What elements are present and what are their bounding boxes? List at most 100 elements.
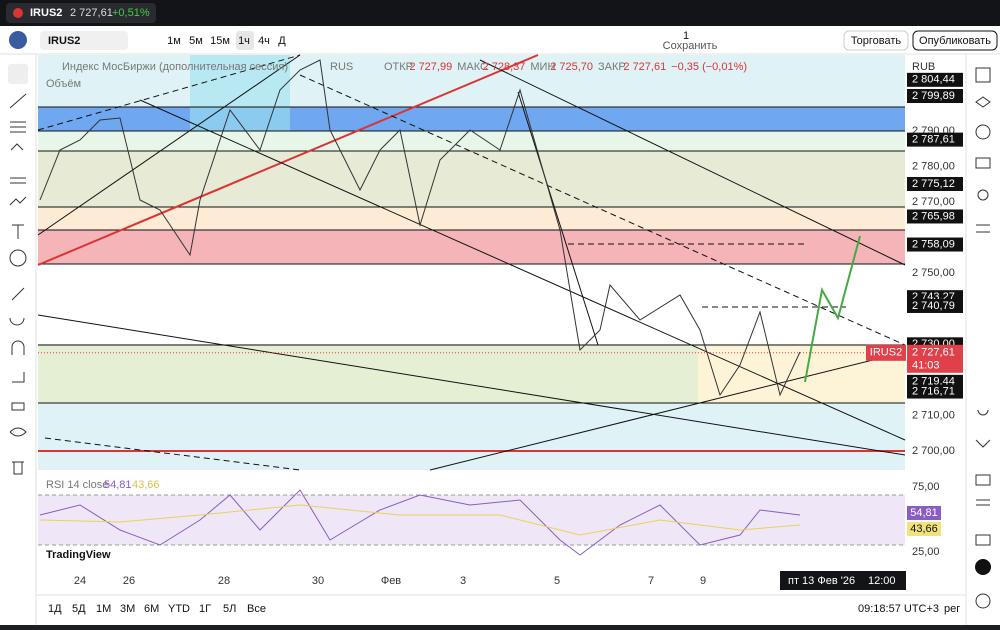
rsi-value: 54,81 — [104, 479, 132, 491]
trade-label: Торговать — [851, 35, 902, 47]
rsi-ma-value: 43,66 — [132, 479, 160, 491]
level-tag — [907, 237, 963, 252]
rsi-axis-label: 25,00 — [912, 546, 940, 558]
legend-name: Индекс МосБиржи (дополнительная сессия) — [62, 61, 288, 73]
session: рег — [944, 603, 960, 615]
rsi-ma-tag-label: 43,66 — [910, 523, 938, 535]
level-tag — [907, 132, 963, 147]
watermark: TradingView — [46, 549, 111, 561]
ohlc-value: −0,35 (−0,01%) — [671, 61, 747, 73]
tab[interactable] — [6, 3, 156, 23]
trade-button[interactable] — [843, 30, 909, 51]
ohlc-value: 2 727,99 — [409, 61, 452, 73]
price-axis — [906, 55, 965, 470]
publish-label: Опубликовать — [919, 35, 991, 47]
time-label: 5 — [554, 575, 560, 587]
time-label: 9 — [700, 575, 706, 587]
trend-lines — [37, 54, 906, 471]
symbol: IRUS2 — [48, 35, 80, 47]
time-label: 24 — [74, 575, 86, 587]
symbol-tag — [866, 344, 906, 361]
ohlc-value: 2 725,70 — [550, 61, 593, 73]
interval[interactable]: 5м — [189, 35, 203, 47]
range-button[interactable]: 5Д — [72, 603, 86, 615]
tab-price: 2 727,61 — [70, 7, 113, 19]
rsi-curve — [39, 489, 801, 556]
avatar[interactable] — [9, 31, 27, 49]
level-label: 2 775,12 — [912, 178, 955, 190]
interval[interactable]: 1ч — [238, 35, 250, 47]
rsi-band — [38, 495, 905, 545]
tab-change: +0,51% — [112, 7, 150, 19]
crosshair-label — [780, 571, 906, 590]
publish-button[interactable] — [912, 30, 998, 51]
interval[interactable]: 4ч — [258, 35, 270, 47]
chart-background — [38, 55, 905, 470]
interval[interactable]: 1м — [167, 35, 181, 47]
level-label: 2 787,61 — [912, 134, 955, 146]
ohlc-label: МИН — [530, 61, 555, 73]
time-label: 3 — [460, 575, 466, 587]
symbol-box[interactable] — [40, 31, 128, 50]
range-button[interactable]: YTD — [168, 603, 190, 615]
level-tag — [907, 209, 963, 224]
level-tag — [907, 177, 963, 192]
range-button[interactable]: 1Г — [199, 603, 211, 615]
crosshair-time: 12:00 — [868, 575, 896, 587]
range-button[interactable]: 3М — [120, 603, 135, 615]
save-count: 1 — [683, 30, 689, 42]
time-label: 7 — [648, 575, 654, 587]
interval[interactable]: 15м — [210, 35, 230, 47]
symbol-tag-label: IRUS2 — [870, 347, 902, 359]
rsi-tag — [907, 506, 941, 520]
rsi-label: RSI 14 close — [46, 479, 108, 491]
flag — [13, 8, 23, 18]
level-tag — [907, 72, 963, 87]
range-button[interactable]: 6М — [144, 603, 159, 615]
tab-bar — [0, 0, 1000, 26]
range-button[interactable]: 1Д — [48, 603, 62, 615]
level-label: 2 740,79 — [912, 300, 955, 312]
tab-title: IRUS2 — [30, 7, 62, 19]
price-label: 2 700,00 — [912, 445, 955, 457]
time-label: 28 — [218, 575, 230, 587]
price-label: 2 780,00 — [912, 161, 955, 173]
current-price: 2 727,61 — [912, 347, 955, 359]
range-button[interactable]: 5Л — [223, 603, 236, 615]
interval-active — [236, 31, 254, 50]
countdown: 41:03 — [912, 360, 940, 372]
level-tag — [907, 384, 963, 399]
range-button[interactable]: Все — [247, 603, 266, 615]
level-label: 2 716,71 — [912, 385, 955, 397]
rsi-axis-label: 75,00 — [912, 481, 940, 493]
ohlc-label: ОТКР — [384, 61, 413, 73]
price-label: 2 710,00 — [912, 409, 955, 421]
crosshair-date: пт 13 Фев '26 — [788, 575, 855, 587]
level-label: 2 758,09 — [912, 238, 955, 250]
save-label[interactable]: Сохранить — [663, 40, 718, 52]
legend-volume: Объём — [46, 78, 81, 90]
price-label: 2 770,00 — [912, 196, 955, 208]
ohlc-value: 2 728,37 — [483, 61, 526, 73]
rsi-ma — [39, 504, 801, 536]
level-tag — [907, 298, 963, 313]
time-label: Фев — [381, 575, 401, 587]
price-path — [39, 59, 801, 397]
ohlc-label: МАКС — [457, 61, 488, 73]
left-tools — [8, 64, 28, 475]
rsi-tag-label: 54,81 — [910, 507, 938, 519]
price-label: 2 750,00 — [912, 267, 955, 279]
level-label: 2 804,44 — [912, 74, 955, 86]
legend-exchange: RUS — [330, 61, 353, 73]
time-label: 30 — [312, 575, 324, 587]
level-label: 2 799,89 — [912, 90, 955, 102]
right-tools — [975, 67, 991, 609]
range-button[interactable]: 1М — [96, 603, 111, 615]
ohlc-label: ЗАКР — [598, 61, 626, 73]
rsi-ma-tag — [907, 522, 941, 536]
clock: 09:18:57 UTC+3 — [858, 603, 939, 615]
current-price-tag — [907, 344, 963, 373]
interval[interactable]: Д — [278, 35, 286, 47]
level-label: 2 765,98 — [912, 210, 955, 222]
